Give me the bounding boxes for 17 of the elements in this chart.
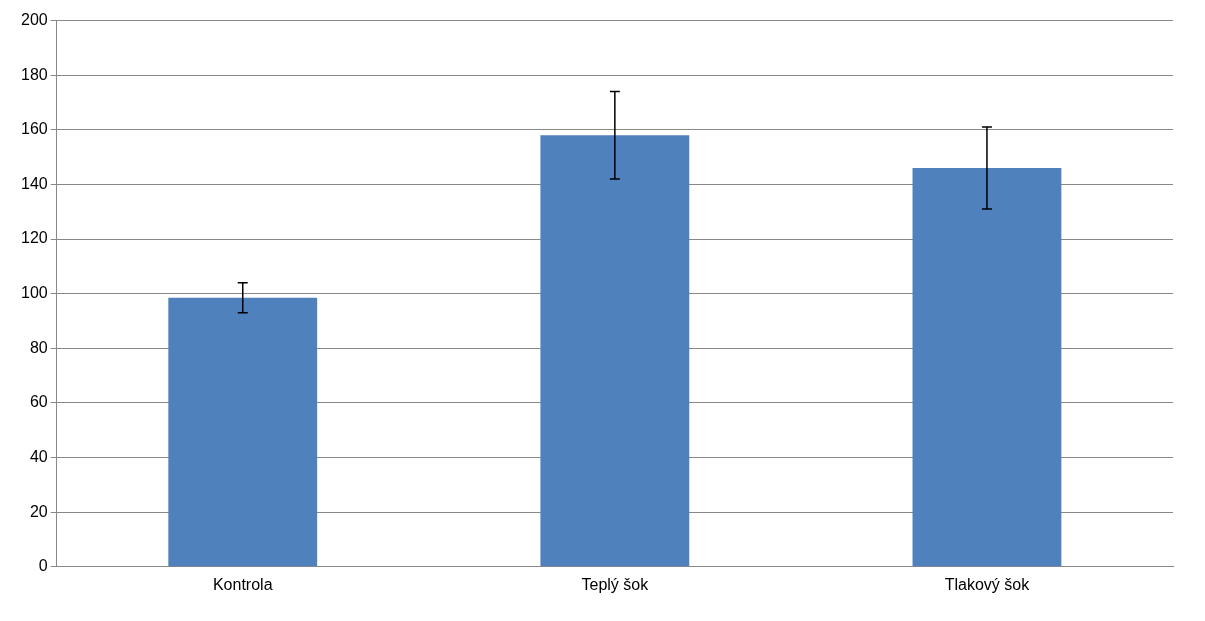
bar — [540, 135, 690, 567]
y-tick-label: 40 — [29, 447, 48, 465]
bar — [912, 168, 1062, 567]
y-tick-label: 20 — [29, 502, 48, 520]
y-tick-label: 160 — [20, 120, 48, 138]
y-tick-label: 0 — [38, 557, 48, 575]
x-tick-label: Kontrola — [212, 575, 273, 593]
y-tick-label: 60 — [29, 393, 48, 411]
y-tick-label: 120 — [20, 229, 48, 247]
y-tick-label: 200 — [20, 11, 48, 29]
bar — [168, 297, 318, 567]
y-tick-label: 80 — [29, 338, 48, 356]
y-tick-label: 100 — [20, 284, 48, 302]
y-tick-label: 180 — [20, 65, 48, 83]
x-tick-label: Teplý šok — [581, 575, 650, 593]
y-tick-label: 140 — [20, 174, 48, 192]
x-tick-label: Tlakový šok — [944, 575, 1031, 593]
